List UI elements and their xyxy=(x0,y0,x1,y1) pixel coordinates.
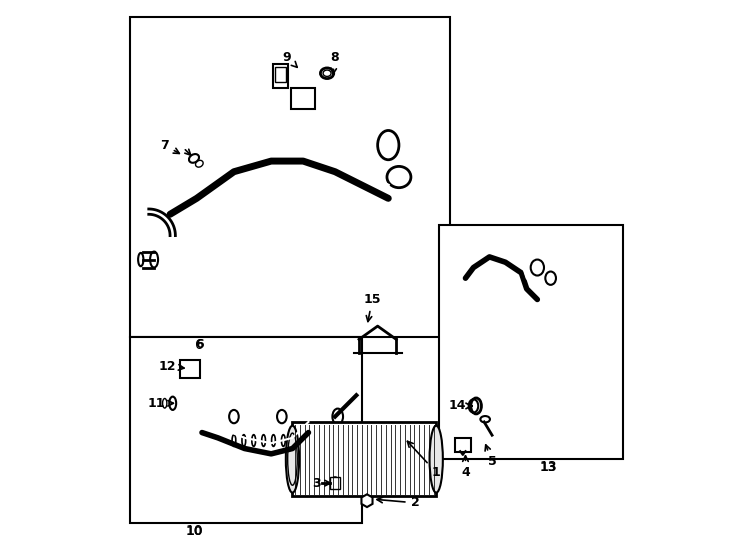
Text: 9: 9 xyxy=(283,51,297,68)
FancyBboxPatch shape xyxy=(291,87,316,110)
Text: 3: 3 xyxy=(312,477,330,490)
Text: 2: 2 xyxy=(377,496,419,509)
Ellipse shape xyxy=(480,416,490,422)
Text: 10: 10 xyxy=(185,524,203,538)
FancyBboxPatch shape xyxy=(330,477,341,489)
Text: 5: 5 xyxy=(485,445,496,468)
FancyBboxPatch shape xyxy=(275,68,286,82)
Text: 6: 6 xyxy=(195,338,204,352)
Text: 4: 4 xyxy=(461,456,470,479)
Bar xyxy=(130,337,362,523)
Ellipse shape xyxy=(331,477,339,489)
FancyBboxPatch shape xyxy=(455,438,470,452)
Text: 13: 13 xyxy=(539,461,556,474)
Text: 11: 11 xyxy=(148,397,173,410)
Bar xyxy=(130,17,449,337)
Ellipse shape xyxy=(429,426,443,492)
Text: 7: 7 xyxy=(160,139,179,153)
Text: 10: 10 xyxy=(185,524,203,537)
Text: 1: 1 xyxy=(407,441,440,479)
Text: 6: 6 xyxy=(195,338,203,351)
Ellipse shape xyxy=(286,426,299,492)
Text: 15: 15 xyxy=(363,293,381,321)
Ellipse shape xyxy=(288,433,297,485)
FancyBboxPatch shape xyxy=(180,360,200,377)
Text: 12: 12 xyxy=(159,360,184,373)
Text: 13: 13 xyxy=(539,460,557,474)
FancyBboxPatch shape xyxy=(273,64,288,87)
Bar xyxy=(439,225,622,459)
Text: 14: 14 xyxy=(448,400,472,413)
Text: 8: 8 xyxy=(331,51,339,74)
Bar xyxy=(292,422,436,496)
